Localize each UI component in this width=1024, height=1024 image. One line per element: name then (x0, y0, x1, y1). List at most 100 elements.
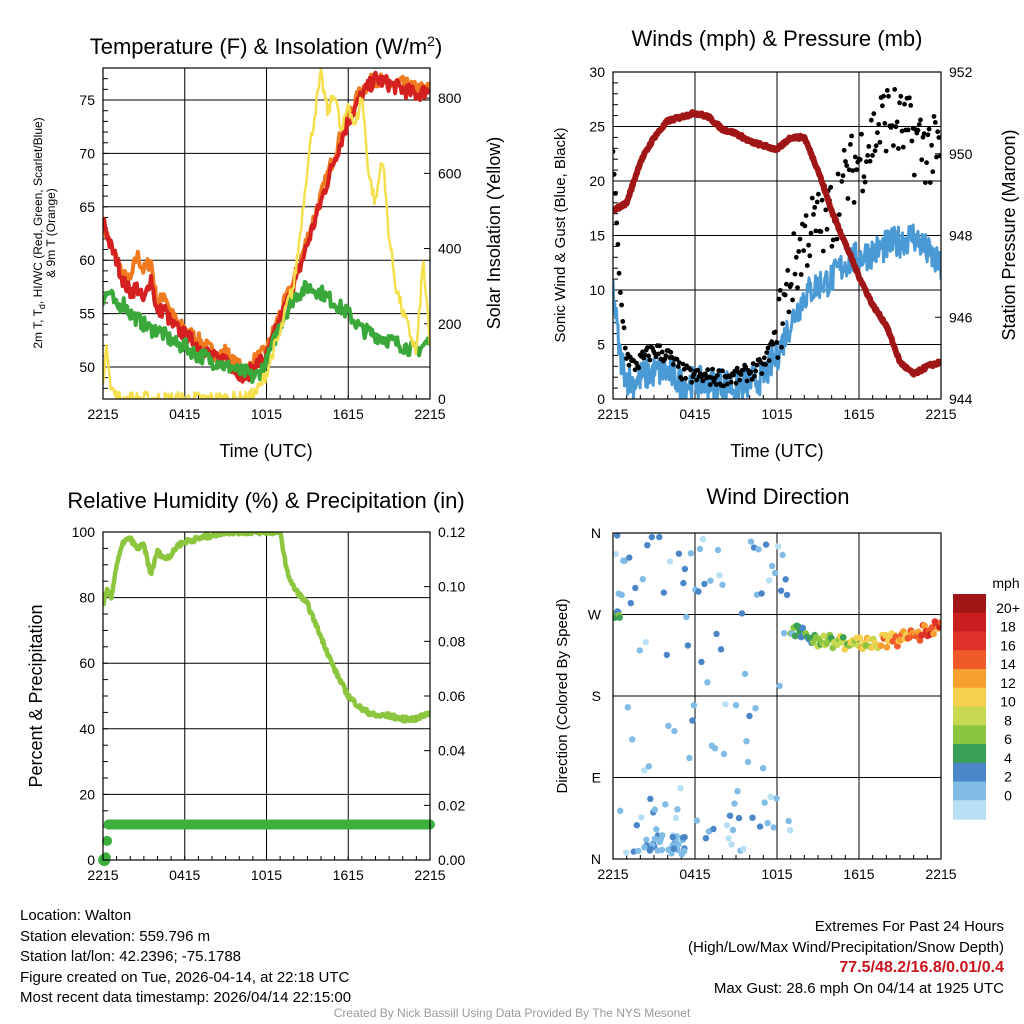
direction-point (613, 550, 619, 558)
gust-point (663, 353, 669, 358)
gust-point (777, 288, 783, 293)
gust-point (621, 325, 627, 331)
direction-point (711, 745, 719, 752)
direction-point (689, 717, 696, 724)
direction-point (671, 727, 678, 735)
gust-point (880, 103, 885, 109)
gust-point (795, 285, 800, 290)
direction-point (930, 630, 937, 638)
gust-point (916, 122, 922, 127)
gust-point (749, 377, 755, 382)
colorbar-swatch (953, 725, 986, 745)
gust-point (792, 271, 798, 277)
gust-point (716, 368, 722, 374)
colorbar-label: 14 (1000, 656, 1016, 672)
direction-point (658, 846, 666, 854)
winds-frame (612, 71, 942, 400)
humidity-y-tick-label: 40 (79, 721, 95, 737)
direction-point (773, 795, 780, 802)
temperature-y-label-line2: & 9m T (Orange) (44, 188, 58, 278)
gust-point (935, 129, 941, 135)
winds-y-tick-label: 25 (589, 119, 605, 135)
gust-point (761, 355, 767, 361)
direction-point (623, 849, 630, 856)
direction-point (656, 838, 663, 846)
direction-point (759, 765, 767, 772)
gust-point (785, 268, 791, 273)
temperature-x-tick-label: 1615 (333, 406, 364, 422)
direction-point (643, 836, 650, 843)
direction-y-label: Direction (Colored By Speed) (554, 598, 571, 793)
direction-point (665, 722, 672, 729)
gust-point (707, 382, 713, 388)
solar-series-line (103, 68, 430, 399)
precip-y2-tick-label: 0.06 (438, 688, 465, 704)
direction-point (841, 646, 849, 653)
gust-point (882, 121, 888, 126)
temperature-x-tick-label: 2215 (414, 406, 445, 422)
direction-point (644, 542, 651, 549)
direction-point (621, 557, 628, 564)
gust-point (841, 147, 847, 153)
gust-point (796, 249, 802, 254)
gust-point (845, 196, 851, 201)
gust-point (844, 163, 850, 169)
direction-x-tick-label: 0415 (679, 866, 710, 882)
direction-frame (612, 532, 942, 860)
colorbar-label: 0 (1004, 787, 1012, 803)
direction-point (749, 814, 756, 821)
gust-point (784, 281, 789, 287)
gust-point (788, 281, 794, 287)
humidity-x-tick-label: 1615 (333, 867, 364, 883)
gust-point (626, 362, 632, 368)
temperature-x-tick-label: 0415 (169, 406, 200, 422)
gust-point (766, 358, 772, 363)
direction-point (672, 814, 680, 822)
direction-point (648, 533, 655, 541)
gust-point (791, 231, 797, 237)
gust-point (614, 220, 620, 226)
gust-point (923, 180, 928, 186)
colorbar-swatch (953, 650, 986, 670)
direction-point (779, 551, 786, 559)
gust-point (808, 230, 814, 236)
temperature-series-line (103, 280, 430, 384)
direction-point (791, 632, 799, 640)
gust-point (759, 371, 765, 376)
extremes-title: Extremes For Past 24 Hours (814, 918, 1004, 935)
gust-point (620, 319, 626, 324)
winds-y-tick-label: 20 (589, 173, 605, 189)
direction-point (645, 763, 652, 770)
gust-point (618, 290, 623, 295)
direction-point (728, 841, 735, 848)
direction-point (647, 795, 654, 802)
direction-point (651, 835, 659, 842)
direction-point (716, 572, 723, 579)
direction-point (632, 584, 639, 592)
extremes-values: 77.5/48.2/16.8/0.01/0.4 (839, 959, 1004, 976)
winds-x-tick-label: 0415 (679, 406, 710, 422)
gust-point (875, 130, 880, 136)
winds-y-tick-label: 0 (597, 391, 605, 407)
temperature-y-tick-label: 60 (79, 252, 95, 268)
direction-point (627, 599, 634, 607)
precip-point (102, 835, 113, 846)
colorbar-swatch (953, 744, 986, 764)
direction-point (776, 682, 783, 690)
gust-point (883, 148, 889, 154)
gust-point (705, 367, 711, 373)
direction-point (629, 736, 636, 743)
winds-x-tick-label: 2215 (597, 406, 628, 422)
station-info: Location: Walton Station elevation: 559.… (20, 906, 351, 1009)
colorbar-title: mph (992, 575, 1019, 591)
temperature-y-tick-label: 70 (79, 145, 95, 161)
gust-point (900, 144, 906, 150)
direction-point (690, 702, 698, 709)
gust-point (764, 350, 770, 355)
direction-point (746, 712, 753, 720)
gust-point (662, 356, 668, 362)
gust-point (814, 199, 820, 205)
direction-point (641, 844, 648, 851)
colorbar-label: 18 (1000, 619, 1016, 635)
wind-series-line (613, 223, 941, 399)
